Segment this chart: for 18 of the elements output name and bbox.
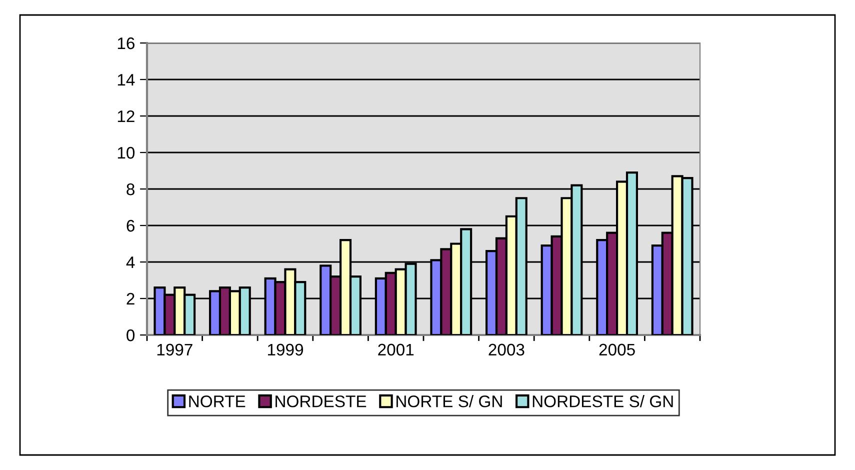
legend-label: NORTE S/ GN [396, 395, 502, 408]
x-tick-label: 2001 [378, 344, 414, 356]
y-tick-label: 8 [126, 183, 134, 196]
y-tick-label: 12 [118, 110, 134, 122]
y-tick-label: 16 [118, 37, 134, 50]
y-tick-label: 0 [126, 329, 135, 342]
legend-label: NORDESTE [276, 395, 366, 408]
x-tick-label: 1999 [268, 344, 303, 356]
x-tick-label: 2005 [599, 344, 635, 356]
y-tick-label: 10 [118, 146, 135, 159]
legend-label: NORDESTE S/ GN [532, 395, 673, 408]
x-tick-label: 2003 [488, 344, 524, 356]
y-tick-label: 2 [126, 292, 134, 305]
x-tick-label: 1997 [157, 344, 192, 356]
legend-label: NORTE [189, 395, 246, 408]
y-tick-label: 4 [126, 256, 135, 268]
y-tick-label: 14 [118, 74, 135, 86]
y-tick-label: 6 [126, 220, 134, 232]
